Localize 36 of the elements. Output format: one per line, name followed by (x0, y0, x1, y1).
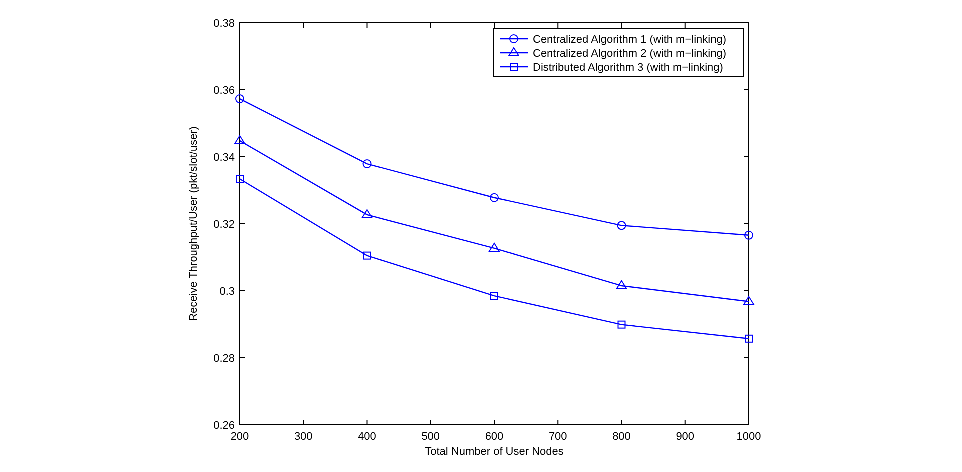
point (744, 230, 754, 240)
y-tick-label: 0.32 (214, 219, 235, 231)
point (745, 334, 753, 343)
point (236, 94, 244, 104)
y-tick-label: 0.36 (214, 85, 235, 97)
point (363, 252, 372, 260)
y-axis-title: Receive Throughput/User (pkt/slot/user) (188, 126, 200, 322)
x-tick-label: 1000 (736, 431, 762, 443)
point (618, 320, 626, 329)
point (362, 160, 372, 169)
y-tick-label: 0.26 (214, 420, 235, 432)
point (362, 209, 373, 218)
point (617, 221, 626, 230)
x-tick-label: 400 (358, 431, 376, 443)
x-tick-label: 500 (422, 431, 440, 443)
y-tick-label: 0.28 (214, 353, 235, 365)
y-tick-label: 0.34 (214, 152, 235, 164)
x-tick-label: 200 (230, 431, 250, 443)
x-tick-label: 600 (485, 431, 504, 443)
point (616, 280, 628, 290)
legend-label: Centralized Algorithm 1 (with m−linking) (533, 34, 726, 46)
point (236, 175, 244, 184)
legend-label: Distributed Algorithm 3 (with m−linking) (533, 62, 724, 74)
point (490, 292, 498, 300)
point (489, 242, 500, 252)
y-tick-label: 0.3 (220, 286, 235, 298)
x-tick-label: 900 (676, 431, 695, 443)
x-tick-label: 800 (612, 431, 631, 443)
point (234, 135, 246, 144)
point (490, 193, 499, 202)
y-tick-label: 0.38 (214, 18, 235, 30)
x-axis-title: Total Number of User Nodes (425, 446, 564, 458)
point (744, 296, 754, 306)
x-tick-label: 700 (548, 431, 568, 443)
legend-label: Centralized Algorithm 2 (with m−linking) (533, 48, 726, 60)
x-tick-label: 300 (294, 431, 313, 443)
